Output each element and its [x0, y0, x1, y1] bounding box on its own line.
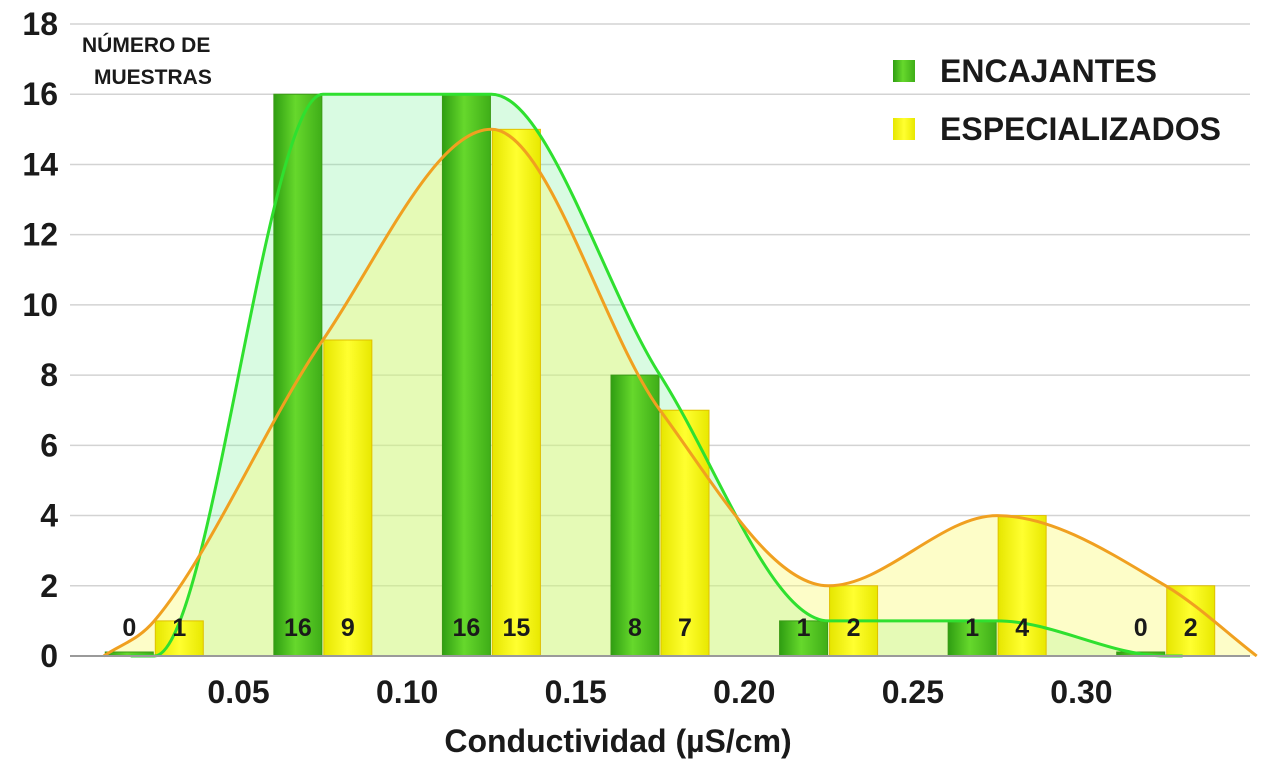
data-label: 16 — [284, 614, 312, 642]
bar-especializados — [997, 515, 1047, 657]
y-axis-title-line-2: MUESTRAS — [94, 66, 212, 89]
y-tick-label: 2 — [40, 568, 58, 604]
data-label: 1 — [797, 614, 811, 642]
y-axis-ticks: 0 2 4 6 8 10 12 14 16 18 — [22, 6, 58, 674]
bar-especializados — [323, 339, 373, 657]
bar-especializados — [1166, 585, 1216, 657]
data-label: 16 — [453, 614, 481, 642]
bar-encajantes — [441, 93, 491, 657]
x-tick-label: 0.05 — [207, 674, 269, 710]
legend-swatch-especializados — [893, 118, 915, 140]
y-tick-label: 10 — [22, 287, 58, 323]
curve-especializados — [102, 127, 1258, 658]
data-label: 0 — [122, 614, 136, 642]
y-tick-label: 14 — [22, 146, 58, 182]
curve-encajantes — [130, 92, 1183, 658]
data-label: 9 — [341, 614, 355, 642]
y-tick-label: 12 — [22, 217, 58, 253]
x-axis-ticks: 0.05 0.10 0.15 0.20 0.25 0.30 — [207, 674, 1112, 710]
data-label: 15 — [503, 614, 531, 642]
data-label: 2 — [847, 614, 861, 642]
y-tick-label: 8 — [40, 357, 58, 393]
y-tick-label: 18 — [22, 6, 58, 42]
bar-encajantes — [610, 374, 660, 657]
legend: ENCAJANTES ESPECIALIZADOS — [893, 53, 1221, 147]
data-label: 4 — [1015, 614, 1029, 642]
data-label: 8 — [628, 614, 642, 642]
x-tick-label: 0.30 — [1050, 674, 1112, 710]
bar-encajantes — [947, 620, 997, 657]
bar-encajantes — [779, 620, 829, 657]
y-tick-label: 0 — [40, 638, 58, 674]
data-labels: 0 16 16 8 1 1 0 1 9 15 7 2 4 2 — [122, 614, 1197, 642]
legend-label-encajantes: ENCAJANTES — [940, 53, 1157, 89]
data-label: 2 — [1184, 614, 1198, 642]
legend-swatch-encajantes — [893, 60, 915, 82]
x-tick-label: 0.15 — [545, 674, 607, 710]
bar-encajantes — [273, 93, 323, 657]
x-axis-title: Conductividad (µS/cm) — [444, 723, 791, 759]
x-tick-label: 0.10 — [376, 674, 438, 710]
x-tick-label: 0.25 — [882, 674, 944, 710]
x-tick-label: 0.20 — [713, 674, 775, 710]
data-label: 1 — [172, 614, 186, 642]
data-label: 1 — [965, 614, 979, 642]
y-tick-label: 16 — [22, 76, 58, 112]
bar-especializados — [491, 128, 541, 657]
curve-fill-especializados — [103, 129, 1257, 657]
legend-label-especializados: ESPECIALIZADOS — [940, 111, 1221, 147]
bars-group — [104, 93, 1216, 657]
data-label: 7 — [678, 614, 692, 642]
distribution-curves — [102, 92, 1258, 658]
y-axis-title-line-1: NÚMERO DE — [82, 33, 210, 57]
y-tick-label: 6 — [40, 427, 58, 463]
y-tick-label: 4 — [40, 498, 58, 534]
data-label: 0 — [1134, 614, 1148, 642]
